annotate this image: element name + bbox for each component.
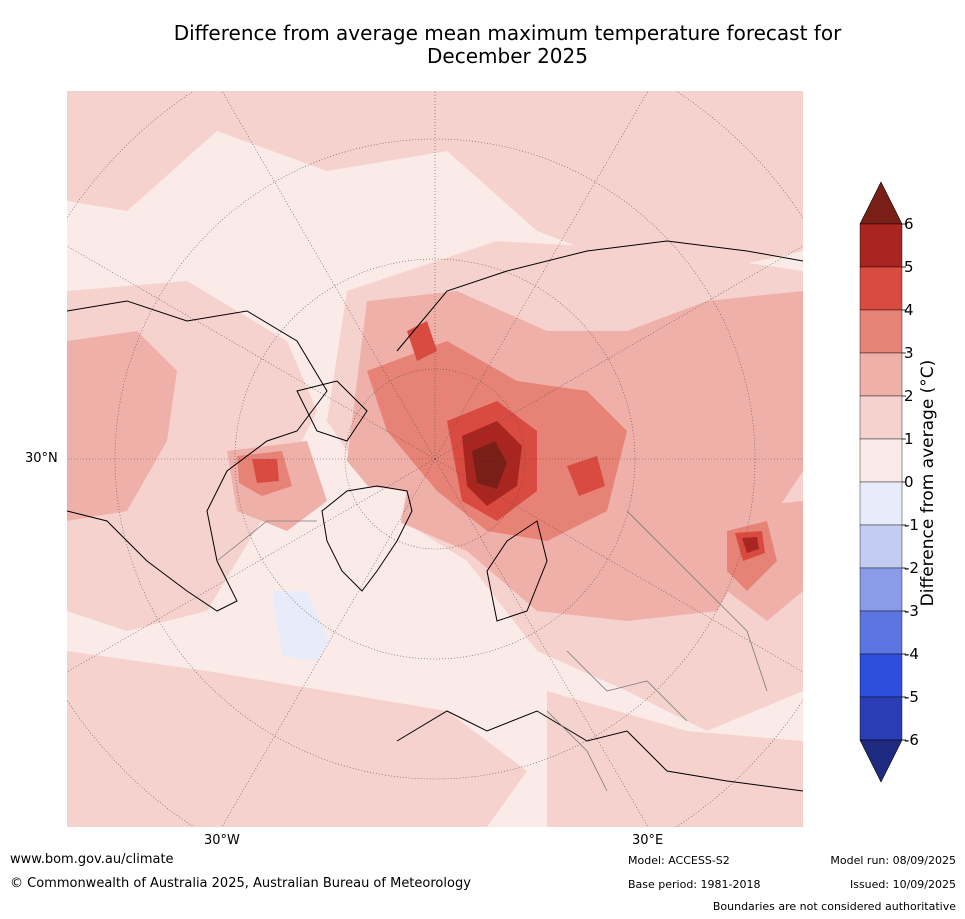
temperature-anomaly-map <box>67 91 803 827</box>
meridian <box>221 458 436 827</box>
longitude-label-east: 30°E <box>632 833 664 848</box>
colorbar-segment <box>859 653 903 698</box>
title-line-1: Difference from average mean maximum tem… <box>173 21 842 45</box>
meridian <box>434 91 649 460</box>
coastline-greenland <box>321 485 413 592</box>
boundary <box>546 710 608 792</box>
anomaly-region <box>252 459 279 483</box>
latitude-label: 30°N <box>25 451 58 466</box>
latitude-circle <box>114 138 756 780</box>
anomaly-region <box>547 691 803 827</box>
meridian <box>67 245 436 460</box>
colorbar-segment <box>859 610 903 655</box>
colorbar-segment <box>859 438 903 483</box>
colorbar-segment <box>859 696 903 741</box>
colorbar-segment <box>859 524 903 569</box>
anomaly-region <box>67 91 803 281</box>
boundary <box>566 650 688 722</box>
meridian <box>67 458 436 673</box>
boundary <box>216 520 317 562</box>
colorbar-tick-label: 6 <box>904 215 914 233</box>
colorbar-tick-label: 4 <box>904 301 914 319</box>
colorbar-tick-label: 5 <box>904 258 914 276</box>
colorbar-segment <box>859 481 903 526</box>
coastline-scandinavia <box>486 520 548 622</box>
graticule <box>67 91 803 827</box>
anomaly-region <box>67 651 527 827</box>
colorbar-label: Difference from average (°C) <box>918 359 938 607</box>
anomaly-region <box>472 441 507 489</box>
colorbar-over-extension <box>859 181 903 225</box>
meridian <box>434 245 803 460</box>
anomaly-region <box>67 331 177 521</box>
colorbar-tick-label: 1 <box>904 430 914 448</box>
model-run-date: Model run: 08/09/2025 <box>830 854 956 867</box>
title-line-2: December 2025 <box>427 44 588 68</box>
copyright-notice: © Commonwealth of Australia 2025, Austra… <box>10 876 471 891</box>
colorbar-tick-label: 3 <box>904 344 914 362</box>
colorbar-tick-label: 2 <box>904 387 914 405</box>
issued-date: Issued: 10/09/2025 <box>849 878 956 891</box>
coastline-eurasia-north <box>396 240 803 352</box>
colorbar-tick-label: -1 <box>904 516 919 534</box>
coastline-europe <box>396 710 803 792</box>
base-period: Base period: 1981-2018 <box>628 878 761 891</box>
website-link[interactable]: www.bom.gov.au/climate <box>10 852 174 867</box>
anomaly-region <box>577 416 622 466</box>
colorbar-tick-label: -4 <box>904 645 919 663</box>
coastline-north-america <box>67 300 328 612</box>
meridian <box>221 91 436 460</box>
colorbar-segment <box>859 352 903 397</box>
meridian <box>434 458 649 827</box>
colorbar-tick-label: -5 <box>904 688 919 706</box>
colorbar-segment <box>859 266 903 311</box>
anomaly-region <box>322 486 407 591</box>
meridian <box>434 458 803 673</box>
anomaly-region <box>742 537 759 553</box>
model-name: Model: ACCESS-S2 <box>628 854 730 867</box>
coastlines <box>67 240 803 792</box>
colorbar-segment <box>859 395 903 440</box>
boundary <box>626 510 768 692</box>
coastline-arctic-islands <box>296 380 368 442</box>
colorbar-tick-label: -3 <box>904 602 919 620</box>
anomaly-region <box>272 591 329 661</box>
colorbar-segment <box>859 223 903 268</box>
country-boundaries <box>216 510 768 792</box>
colorbar: 6 5 4 3 2 1 0 -1 -2 -3 -4 -5 -6 <box>859 181 919 783</box>
colorbar-segment <box>859 567 903 612</box>
colorbar-tick-label: 0 <box>904 473 914 491</box>
latitude-circle <box>234 258 636 660</box>
anomaly-region <box>567 456 605 496</box>
anomaly-region <box>407 321 437 361</box>
boundary-disclaimer: Boundaries are not considered authoritat… <box>712 900 956 913</box>
colorbar-tick-label: -2 <box>904 559 919 577</box>
longitude-label-west: 30°W <box>204 833 240 848</box>
colorbar-segment <box>859 309 903 354</box>
colorbar-under-extension <box>859 739 903 783</box>
map-title: Difference from average mean maximum tem… <box>60 22 955 68</box>
colorbar-tick-label: -6 <box>904 731 919 749</box>
